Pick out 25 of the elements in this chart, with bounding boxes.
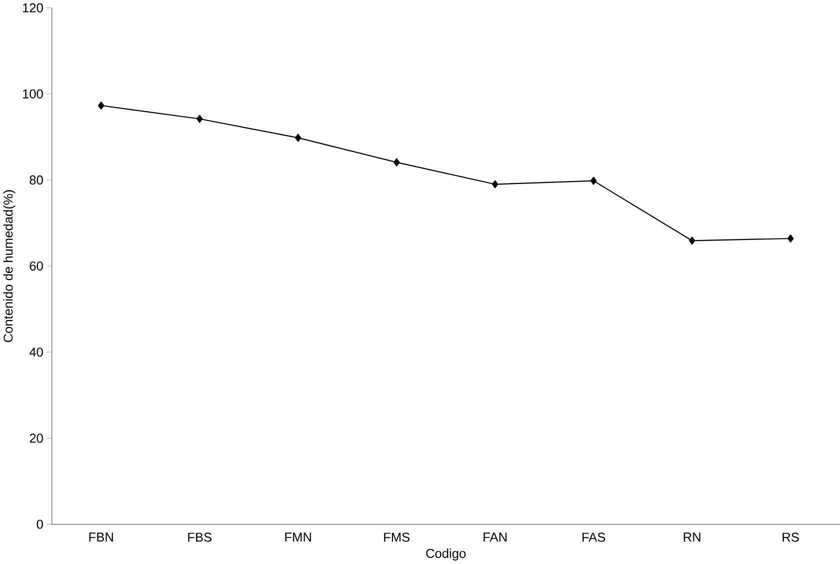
x-tick-label: FBN: [89, 532, 113, 542]
y-tick-label: 20: [30, 434, 43, 443]
x-tick-label: FMN: [285, 532, 311, 542]
point: [590, 176, 597, 185]
x-tick-label: FBS: [188, 532, 212, 542]
y-tick-label: 100: [23, 89, 43, 99]
point: [688, 236, 696, 245]
y-tick-label: 60: [30, 262, 43, 271]
x-axis-title: Codigo: [426, 548, 466, 561]
point: [294, 134, 302, 142]
x-tick-label: FMS: [384, 532, 410, 542]
y-tick-label: 80: [30, 176, 43, 185]
y-tick-label: 120: [23, 3, 43, 12]
y-tick-label: 0: [36, 520, 43, 529]
point: [196, 114, 203, 123]
point: [492, 180, 498, 188]
x-tick-label: FAS: [582, 532, 606, 542]
x-tick-label: RN: [684, 532, 700, 542]
point: [393, 158, 400, 166]
x-tick-label: FAN: [484, 532, 507, 542]
y-axis-title: Contenido de humedad(%): [3, 190, 16, 342]
point: [787, 234, 794, 243]
y-tick-label: 40: [29, 348, 43, 357]
x-tick-label: RS: [782, 532, 799, 542]
point: [98, 102, 104, 110]
